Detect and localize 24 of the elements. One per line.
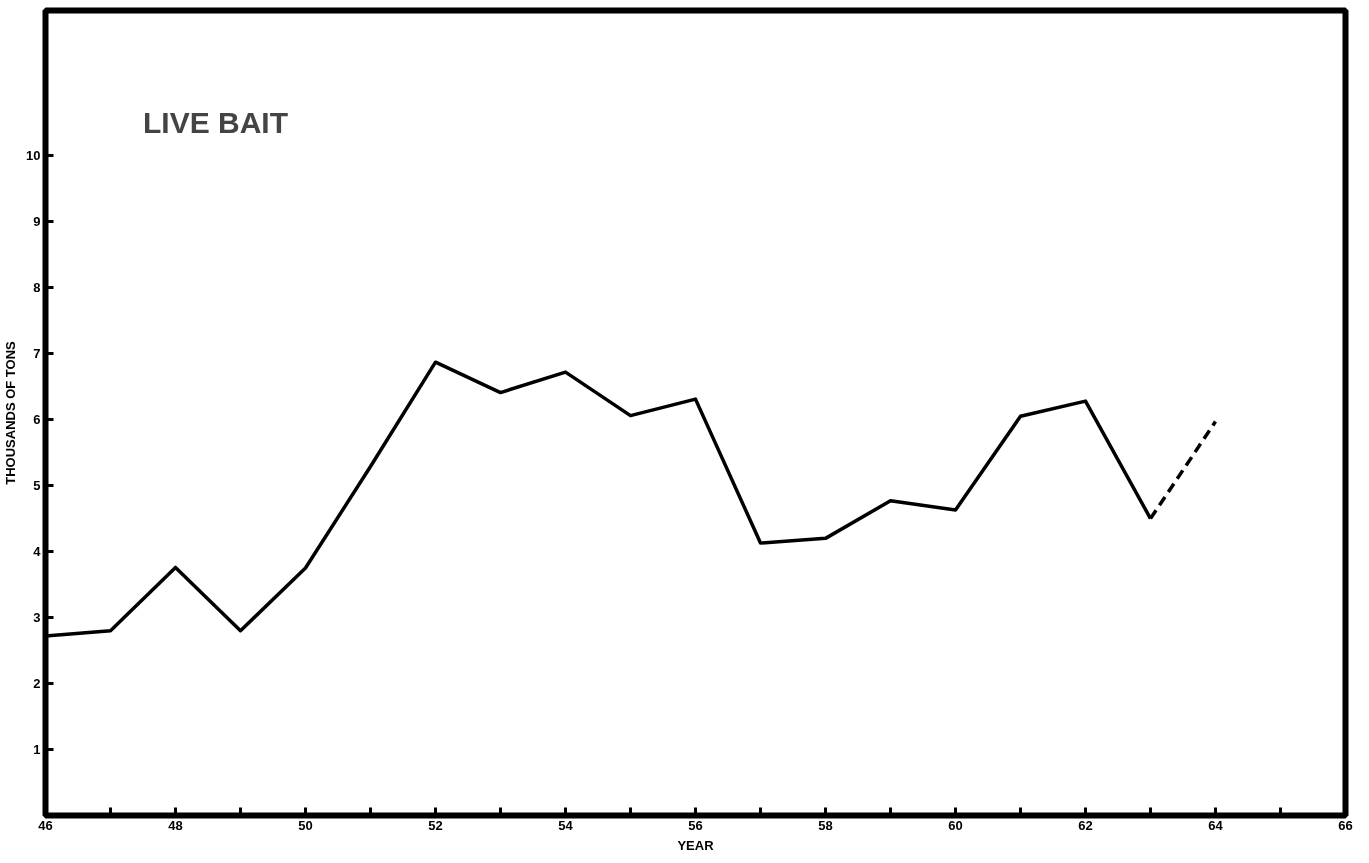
x-tick-label: 52 <box>428 817 443 833</box>
y-tick-label: 6 <box>33 412 41 428</box>
x-tick-label: 66 <box>1338 817 1353 833</box>
y-axis-title: THOUSANDS OF TONS <box>3 340 19 485</box>
x-tick-label: 62 <box>1078 817 1093 833</box>
x-tick-label: 60 <box>948 817 963 833</box>
y-tick-label: 10 <box>26 148 41 164</box>
text: LIVE BAIT <box>143 106 289 140</box>
y-tick-label: 4 <box>33 544 42 560</box>
x-tick-label: 56 <box>688 817 703 833</box>
x-tick-label: 50 <box>298 817 313 833</box>
y-tick-label: 1 <box>33 742 41 758</box>
x-tick-label: 46 <box>38 817 53 833</box>
y-tick-label: 8 <box>33 280 41 296</box>
x-tick-label: 54 <box>558 817 574 833</box>
y-tick-label: 2 <box>33 676 41 692</box>
y-tick-label: 3 <box>33 610 41 626</box>
y-tick-label: 9 <box>33 214 41 230</box>
x-axis-title: YEAR <box>677 837 715 853</box>
x-tick-label: 64 <box>1208 817 1224 833</box>
x-tick-label: 58 <box>818 817 833 833</box>
y-tick-label: 5 <box>33 478 41 494</box>
x-tick-label: 48 <box>168 817 183 833</box>
y-tick-label: 7 <box>33 346 41 362</box>
